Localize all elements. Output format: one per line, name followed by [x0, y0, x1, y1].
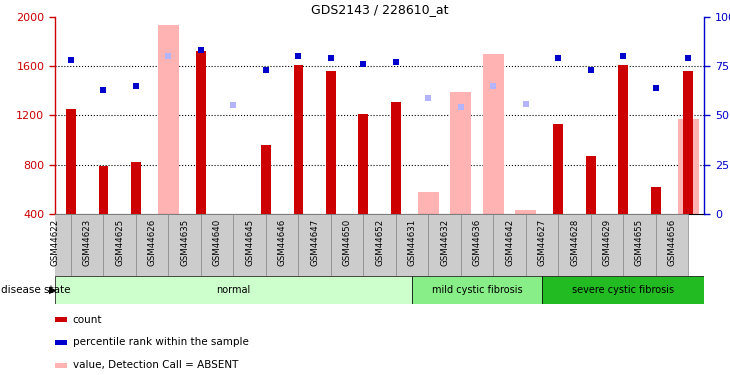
Bar [618, 65, 628, 214]
Text: normal: normal [216, 285, 250, 295]
Bar [493, 214, 526, 276]
Text: GSM44650: GSM44650 [342, 219, 352, 266]
Text: GSM44640: GSM44640 [212, 219, 222, 266]
Bar [196, 51, 206, 214]
Bar [418, 192, 439, 214]
Bar [228, 214, 238, 215]
Text: count: count [72, 315, 102, 325]
Bar [158, 26, 179, 214]
Text: value, Detection Call = ABSENT: value, Detection Call = ABSENT [72, 360, 238, 370]
Bar [201, 214, 234, 276]
Bar [364, 214, 396, 276]
Text: GSM44655: GSM44655 [635, 219, 644, 266]
Bar [677, 119, 699, 214]
Bar [553, 124, 563, 214]
Text: GSM44622: GSM44622 [50, 219, 59, 266]
Bar [326, 71, 336, 214]
Bar [542, 276, 704, 304]
Bar [55, 340, 67, 345]
Bar [558, 214, 591, 276]
Bar [299, 214, 331, 276]
Bar [55, 276, 412, 304]
Bar [429, 214, 461, 276]
Bar [131, 162, 141, 214]
Text: severe cystic fibrosis: severe cystic fibrosis [572, 285, 675, 295]
Bar [591, 214, 623, 276]
Text: GSM44626: GSM44626 [147, 219, 157, 266]
Text: GSM44631: GSM44631 [407, 219, 417, 266]
Bar [483, 54, 504, 214]
Text: GSM44636: GSM44636 [472, 219, 482, 266]
Bar [358, 114, 368, 214]
Text: ▶: ▶ [49, 285, 56, 295]
Bar [169, 214, 201, 276]
Text: disease state: disease state [1, 285, 71, 295]
Bar [412, 276, 542, 304]
Bar [293, 65, 303, 214]
Bar [266, 214, 299, 276]
Bar [66, 109, 76, 214]
Text: GSM44642: GSM44642 [505, 219, 514, 266]
Text: GSM44623: GSM44623 [82, 219, 92, 266]
Text: GSM44627: GSM44627 [537, 219, 547, 266]
Bar [261, 145, 271, 214]
Bar [234, 214, 266, 276]
Bar [55, 363, 67, 368]
Text: GSM44625: GSM44625 [115, 219, 124, 266]
Bar [396, 214, 429, 276]
Bar [450, 92, 472, 214]
Text: GSM44635: GSM44635 [180, 219, 189, 266]
Bar [623, 214, 656, 276]
Text: GSM44628: GSM44628 [570, 219, 579, 266]
Text: GSM44629: GSM44629 [602, 219, 612, 266]
Text: GSM44656: GSM44656 [667, 219, 677, 266]
Text: GSM44647: GSM44647 [310, 219, 319, 266]
Bar [683, 71, 693, 214]
Bar [391, 102, 401, 214]
Text: percentile rank within the sample: percentile rank within the sample [72, 337, 248, 347]
Bar [656, 214, 688, 276]
Bar [104, 214, 136, 276]
Bar [526, 214, 558, 276]
Bar [39, 214, 71, 276]
Bar [136, 214, 169, 276]
Bar [586, 156, 596, 214]
Bar [331, 214, 364, 276]
Bar [515, 210, 537, 214]
Text: GSM44645: GSM44645 [245, 219, 254, 266]
Bar [99, 166, 108, 214]
Bar [651, 187, 661, 214]
Bar [461, 214, 493, 276]
Text: GSM44632: GSM44632 [440, 219, 449, 266]
Text: GSM44652: GSM44652 [375, 219, 384, 266]
Bar [55, 317, 67, 322]
Title: GDS2143 / 228610_at: GDS2143 / 228610_at [311, 3, 448, 16]
Text: GSM44646: GSM44646 [277, 219, 287, 266]
Bar [71, 214, 104, 276]
Text: mild cystic fibrosis: mild cystic fibrosis [431, 285, 523, 295]
